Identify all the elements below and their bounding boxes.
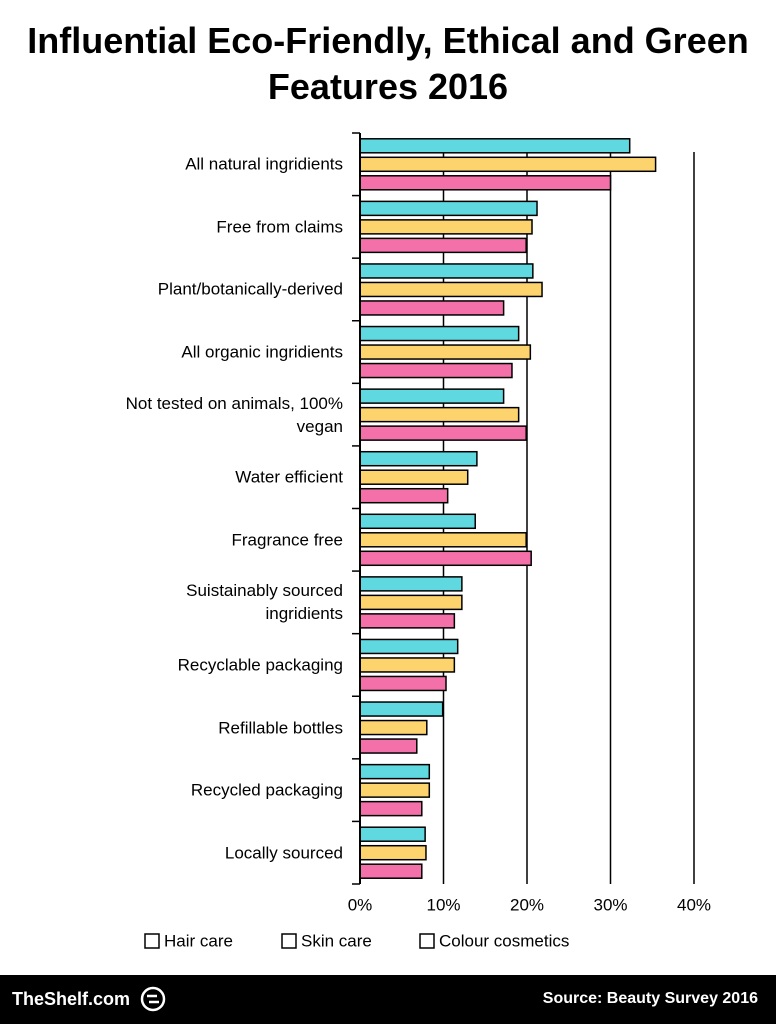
y-tick-label: Free from claims: [216, 217, 343, 237]
bar: [359, 719, 428, 736]
bar: [359, 657, 456, 673]
brand: TheShelf.com: [12, 989, 131, 1009]
bar: [359, 138, 631, 154]
x-tick-label: 30%: [593, 895, 627, 914]
bar: [359, 200, 538, 217]
bar: [359, 388, 505, 404]
bar: [359, 175, 612, 191]
bar: [359, 532, 527, 548]
y-tick-label: Refillable bottles: [218, 718, 343, 738]
chart-title: Influential Eco-Friendly, Ethical and Gr…: [27, 20, 749, 107]
legend-label: Skin care: [301, 931, 372, 950]
y-tick-label: Recycled packaging: [190, 780, 343, 800]
y-tick-label: All organic ingridients: [181, 342, 343, 362]
bar: [359, 763, 431, 780]
brand-icon: [140, 986, 166, 1012]
bar: [359, 613, 456, 629]
bar: [359, 156, 657, 173]
x-tick-label: 40%: [677, 895, 711, 914]
bar: [359, 701, 444, 717]
bar: [359, 738, 418, 754]
bar: [359, 406, 520, 423]
bar: [359, 594, 463, 611]
bar: [359, 325, 520, 342]
bar: [359, 826, 426, 842]
y-tick-label: Water efficient: [235, 467, 343, 487]
bar: [359, 675, 447, 692]
bar: [359, 863, 423, 879]
legend-swatch: [419, 933, 435, 949]
bar: [359, 638, 459, 655]
bar: [359, 344, 532, 360]
x-tick-label: 20%: [510, 895, 544, 914]
y-tick-label: Locally sourced: [224, 843, 343, 863]
legend-swatch: [144, 933, 160, 949]
bar: [359, 782, 431, 798]
bar: [359, 219, 533, 235]
bar: [359, 487, 449, 504]
legend-label: Hair care: [164, 931, 233, 950]
y-tick-label: Suistainably sourced ingridients: [186, 581, 343, 624]
x-tick-label: 10%: [426, 895, 460, 914]
y-tick-label: Not tested on animals, 100% vegan: [125, 393, 343, 436]
source: Source: Beauty Survey 2016: [542, 990, 758, 1007]
y-tick-label: All natural ingridients: [185, 154, 343, 174]
bar: [359, 576, 463, 592]
bar: [359, 469, 469, 485]
x-tick-label: 0%: [348, 895, 373, 914]
y-tick-label: Plant/botanically-derived: [157, 279, 343, 299]
bar: [359, 450, 478, 467]
y-tick-label: Recyclable packaging: [177, 655, 343, 675]
bar: [359, 281, 543, 298]
bar: [359, 844, 427, 861]
bar: [359, 550, 532, 567]
legend-swatch: [281, 933, 297, 949]
footer: TheShelf.com Source: Beauty Survey 2016: [0, 975, 776, 1024]
bar: [359, 800, 423, 817]
bar: [359, 425, 527, 441]
bar: [359, 300, 505, 316]
bar: [359, 237, 527, 254]
bar: [359, 362, 513, 379]
bar: [359, 263, 534, 279]
chart: 0% 10% 20% 30% 40% Hair care Skin care Colour c…: [144, 132, 711, 950]
bar: [359, 513, 476, 530]
y-tick-label: Fragrance free: [231, 530, 344, 550]
legend-label: Colour cosmetics: [439, 931, 569, 950]
